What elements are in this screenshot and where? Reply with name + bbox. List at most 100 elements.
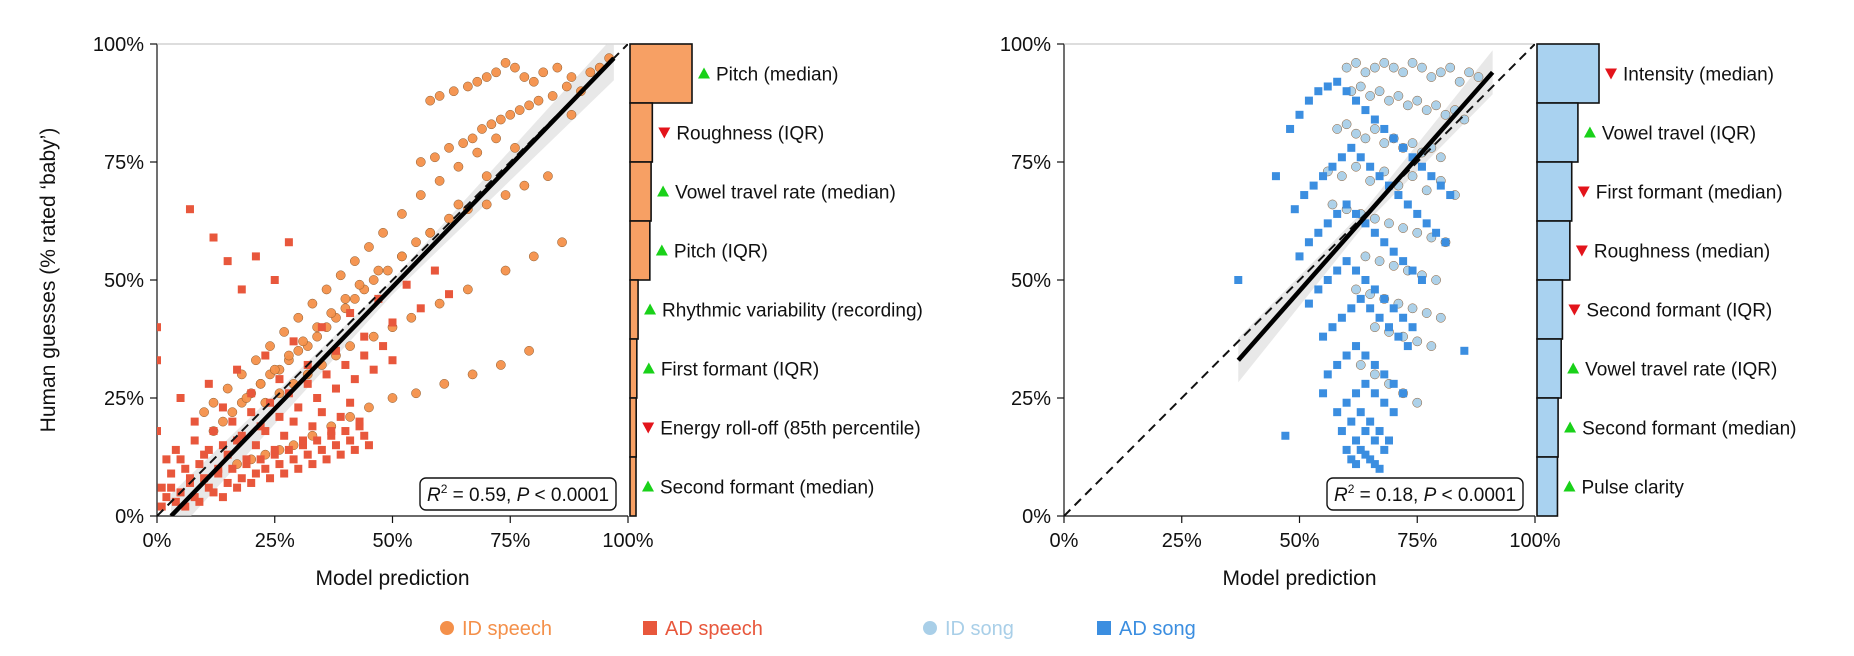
x-axis-label: Model prediction: [1222, 567, 1376, 590]
importance-bar: [1536, 220, 1571, 281]
data-point-id-song: [1365, 176, 1376, 186]
down-arrow-icon: [658, 127, 671, 139]
data-point-ad-speech: [299, 436, 308, 445]
data-point-id-speech: [500, 190, 511, 200]
data-point-ad-speech: [162, 455, 171, 464]
data-point-ad-song: [1380, 238, 1389, 247]
data-point-ad-speech: [204, 445, 213, 454]
data-point-ad-speech: [322, 455, 331, 464]
data-point-ad-song: [1361, 106, 1370, 115]
feature-label: Energy roll-off (85th percentile): [660, 419, 921, 440]
data-point-ad-speech: [266, 398, 275, 407]
data-point-ad-speech: [247, 478, 256, 487]
x-tick-label: 75%: [490, 530, 530, 552]
y-tick-label: 50%: [104, 270, 144, 292]
data-point-ad-song: [1375, 464, 1384, 473]
data-point-ad-speech: [176, 455, 185, 464]
importance-bar: [629, 338, 638, 399]
data-point-ad-song: [1403, 200, 1412, 209]
y-tick-label: 25%: [104, 388, 144, 410]
data-point-id-song: [1431, 100, 1441, 111]
data-point-id-song: [1398, 67, 1408, 78]
data-point-ad-speech: [195, 460, 204, 469]
data-point-ad-speech: [355, 417, 364, 426]
data-point-ad-song: [1314, 228, 1323, 237]
data-point-id-speech: [208, 397, 219, 408]
data-point-ad-speech: [299, 441, 308, 450]
data-point-ad-song: [1370, 115, 1379, 124]
data-point-ad-speech: [369, 365, 378, 374]
data-point-ad-speech: [200, 450, 209, 459]
data-point-ad-song: [1300, 191, 1309, 200]
data-point-ad-speech: [233, 365, 242, 374]
data-point-id-speech: [552, 62, 563, 73]
data-point-ad-speech: [360, 351, 369, 360]
data-point-ad-song: [1380, 370, 1389, 379]
regression-line: [169, 56, 616, 516]
data-point-id-speech: [364, 402, 374, 413]
data-point-ad-speech: [204, 379, 213, 388]
data-point-id-song: [1332, 124, 1343, 134]
data-point-ad-speech: [200, 474, 209, 483]
data-point-id-speech: [335, 270, 346, 281]
data-point-ad-speech: [209, 233, 218, 242]
data-point-id-speech: [411, 237, 421, 248]
data-point-id-song: [1412, 397, 1423, 408]
data-point-ad-song: [1389, 134, 1398, 143]
data-point-ad-speech: [251, 252, 260, 261]
data-point-ad-speech: [167, 483, 176, 492]
data-point-ad-song: [1314, 285, 1323, 294]
data-point-id-song: [1355, 81, 1366, 92]
data-point-id-song: [1421, 308, 1432, 318]
data-point-id-speech: [566, 109, 577, 120]
stats-annotation-box: [419, 477, 617, 511]
data-point-id-song: [1407, 138, 1418, 148]
data-point-id-speech: [477, 124, 487, 134]
data-point-id-speech: [528, 76, 539, 87]
legend-marker-circle: [440, 621, 454, 635]
data-point-id-speech: [265, 341, 275, 351]
data-point-ad-speech: [430, 266, 439, 275]
data-point-ad-song: [1337, 153, 1346, 162]
data-point-id-song: [1412, 95, 1423, 106]
data-point-ad-song: [1384, 436, 1393, 445]
data-point-ad-song: [1417, 276, 1426, 284]
data-point-id-song: [1388, 62, 1399, 73]
data-point-ad-speech: [162, 493, 171, 502]
x-tick-label: 100%: [1509, 530, 1560, 552]
up-arrow-icon: [1567, 362, 1580, 374]
data-point-ad-speech: [331, 441, 340, 450]
data-point-ad-speech: [218, 403, 227, 412]
x-tick-label: 25%: [1162, 530, 1202, 552]
y-tick-label: 0%: [115, 506, 144, 528]
data-point-ad-song: [1370, 460, 1379, 469]
data-point-id-speech: [373, 265, 384, 276]
feature-label: Vowel travel rate (IQR): [1585, 360, 1777, 381]
importance-bar: [1536, 279, 1564, 340]
data-point-id-song: [1351, 161, 1361, 172]
data-point-ad-speech: [228, 417, 237, 426]
legend-label: ID speech: [462, 618, 552, 640]
data-point-ad-speech: [261, 464, 270, 473]
data-point-ad-speech: [242, 460, 251, 469]
data-point-id-song: [1384, 218, 1394, 229]
legend-label: AD song: [1119, 618, 1196, 640]
data-point-id-speech: [368, 331, 379, 342]
data-point-id-speech: [269, 364, 280, 375]
data-point-id-speech: [199, 407, 209, 418]
data-point-id-speech: [312, 331, 322, 342]
data-point-ad-speech: [336, 450, 345, 459]
data-point-id-speech: [519, 180, 530, 191]
data-point-id-speech: [307, 298, 318, 309]
data-point-ad-song: [1460, 346, 1469, 355]
data-point-ad-speech: [185, 205, 194, 214]
data-point-id-song: [1464, 67, 1474, 78]
data-point-ad-song: [1304, 238, 1313, 247]
data-point-ad-song: [1361, 379, 1370, 388]
importance-bar: [1536, 102, 1579, 163]
data-point-id-speech: [434, 176, 445, 186]
data-point-ad-song: [1333, 408, 1342, 417]
data-point-ad-speech: [289, 337, 298, 346]
x-tick-label: 25%: [255, 530, 295, 552]
legend: ID speech AD speech ID song AD song: [440, 618, 1196, 640]
